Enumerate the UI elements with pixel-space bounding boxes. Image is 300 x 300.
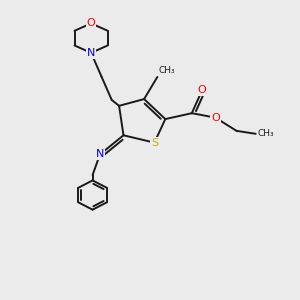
Text: CH₃: CH₃: [257, 129, 274, 138]
Text: CH₃: CH₃: [159, 66, 176, 75]
Text: S: S: [151, 138, 158, 148]
Text: N: N: [87, 48, 95, 58]
Text: O: O: [198, 85, 206, 95]
Text: O: O: [87, 18, 95, 28]
Text: N: N: [96, 149, 104, 159]
Text: O: O: [211, 112, 220, 123]
